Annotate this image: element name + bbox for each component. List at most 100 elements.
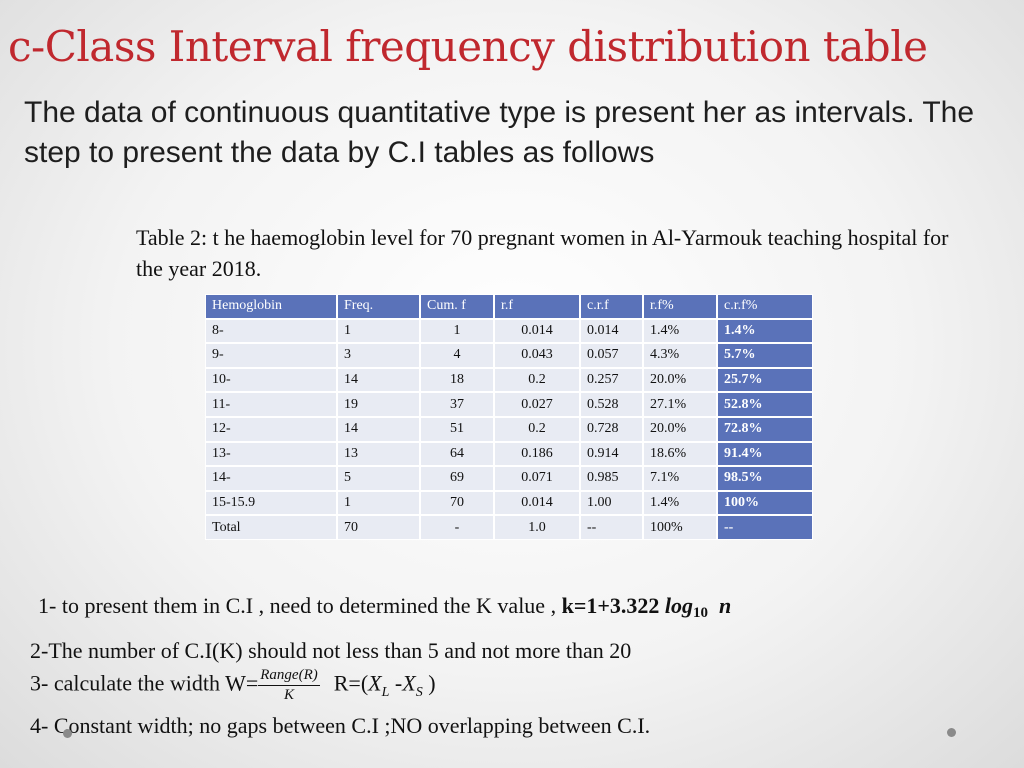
header-crf: c.r.f bbox=[580, 294, 643, 319]
table-cell: 4.3% bbox=[643, 343, 717, 368]
step-1-text: 1- to present them in C.I , need to dete… bbox=[38, 593, 562, 618]
table-cell: 0.985 bbox=[580, 466, 643, 491]
table-cell: 0.2 bbox=[494, 416, 580, 442]
table-cell: 14- bbox=[205, 466, 337, 491]
table-cell: 98.5% bbox=[717, 466, 813, 491]
table-cell: 0.528 bbox=[580, 392, 643, 417]
table-cell: 0.186 bbox=[494, 441, 580, 467]
table-cell: 0.2 bbox=[494, 367, 580, 393]
table-cell: 100% bbox=[717, 490, 813, 516]
table-cell: 51 bbox=[420, 416, 494, 442]
table-cell: 0.057 bbox=[580, 343, 643, 368]
table-cell: 0.043 bbox=[494, 343, 580, 368]
table-cell: 14 bbox=[337, 416, 420, 442]
range-close: ) bbox=[422, 670, 436, 696]
table-cell: 0.014 bbox=[494, 490, 580, 516]
table-cell: 11- bbox=[205, 392, 337, 417]
table-cell: Total bbox=[205, 515, 337, 540]
header-hemoglobin: Hemoglobin bbox=[205, 294, 337, 319]
slide-title: c-Class Interval frequency distribution … bbox=[8, 22, 928, 71]
header-rf: r.f bbox=[494, 294, 580, 319]
table-cell: 3 bbox=[337, 343, 420, 368]
table-cell: 64 bbox=[420, 441, 494, 467]
header-crf-percent: c.r.f% bbox=[717, 294, 813, 319]
table-cell: 18 bbox=[420, 367, 494, 393]
header-cum-f: Cum. f bbox=[420, 294, 494, 319]
table-caption: Table 2: t he haemoglobin level for 70 p… bbox=[136, 225, 949, 281]
step-1: 1- to present them in C.I , need to dete… bbox=[38, 593, 732, 621]
table-cell: 15-15.9 bbox=[205, 490, 337, 516]
table-row: 13- 13 64 0.186 0.914 18.6% 91.4% bbox=[205, 441, 813, 467]
x-small: X bbox=[402, 670, 416, 696]
table-row: 12- 14 51 0.2 0.728 20.0% 72.8% bbox=[205, 416, 813, 442]
table-row: 14- 5 69 0.071 0.985 7.1% 98.5% bbox=[205, 466, 813, 491]
sub-s: S bbox=[415, 684, 423, 700]
table-cell: 0.728 bbox=[580, 416, 643, 442]
table-cell: 9- bbox=[205, 343, 337, 368]
table-cell: 70 bbox=[420, 490, 494, 516]
header-freq: Freq. bbox=[337, 294, 420, 319]
range-minus: - bbox=[389, 670, 403, 696]
table-cell: 13- bbox=[205, 441, 337, 467]
table-row: 8- 1 1 0.014 0.014 1.4% 1.4% bbox=[205, 318, 813, 344]
table-cell: 1 bbox=[337, 318, 420, 344]
decorative-dot-left bbox=[63, 729, 72, 738]
step-3: 3- calculate the width W= Range(R) K R=(XL … bbox=[30, 666, 436, 705]
table-cell: 20.0% bbox=[643, 367, 717, 393]
table-cell: 0.071 bbox=[494, 466, 580, 491]
x-large: X bbox=[368, 670, 382, 696]
table-cell: 20.0% bbox=[643, 416, 717, 442]
table-cell: 0.014 bbox=[494, 318, 580, 344]
range-open: R=( bbox=[333, 670, 369, 696]
table-cell: -- bbox=[717, 515, 813, 540]
k-formula: k=1+3.322 bbox=[561, 593, 665, 618]
fraction-numerator: Range(R) bbox=[258, 666, 320, 686]
step-2: 2-The number of C.I(K) should not less t… bbox=[30, 638, 632, 663]
table-cell: 37 bbox=[420, 392, 494, 417]
table-header-row: Hemoglobin Freq. Cum. f r.f c.r.f r.f% c… bbox=[205, 294, 813, 319]
table-cell: 13 bbox=[337, 441, 420, 467]
table-cell: 1.4% bbox=[643, 318, 717, 344]
sub-l: L bbox=[381, 684, 390, 700]
table-cell: 0.914 bbox=[580, 441, 643, 467]
table-cell: 4 bbox=[420, 343, 494, 368]
table-cell: 18.6% bbox=[643, 441, 717, 467]
table-cell: 1.0 bbox=[494, 515, 580, 540]
table-cell: 8- bbox=[205, 318, 337, 344]
table-cell: 5.7% bbox=[717, 343, 813, 368]
step-3-text: 3- calculate the width W= bbox=[30, 670, 259, 696]
table-cell: - bbox=[420, 515, 494, 540]
table-cell: 70 bbox=[337, 515, 420, 540]
table-row: 9- 3 4 0.043 0.057 4.3% 5.7% bbox=[205, 343, 813, 368]
table-cell: 1 bbox=[337, 490, 420, 516]
table-row: 15-15.9 1 70 0.014 1.00 1.4% 100% bbox=[205, 490, 813, 516]
table-cell: 27.1% bbox=[643, 392, 717, 417]
intro-paragraph: The data of continuous quantitative type… bbox=[24, 96, 975, 169]
log-symbol: log bbox=[664, 593, 694, 618]
table-cell: 72.8% bbox=[717, 416, 813, 442]
table-cell: 12- bbox=[205, 416, 337, 442]
n-symbol: n bbox=[719, 593, 732, 618]
hemoglobin-frequency-table: Hemoglobin Freq. Cum. f r.f c.r.f r.f% c… bbox=[205, 294, 813, 540]
table-cell: 52.8% bbox=[717, 392, 813, 417]
table-cell: 100% bbox=[643, 515, 717, 540]
table-cell: 1.4% bbox=[717, 318, 813, 344]
table-cell: -- bbox=[580, 515, 643, 540]
table-cell: 7.1% bbox=[643, 466, 717, 491]
table-row: Total 70-1.0 -- 100% -- bbox=[205, 515, 813, 540]
table-cell: 1.4% bbox=[643, 490, 717, 516]
width-fraction: Range(R) K bbox=[258, 666, 320, 705]
table-row: 10- 14 18 0.2 0.257 20.0% 25.7% bbox=[205, 367, 813, 393]
table-cell: 0.014 bbox=[580, 318, 643, 344]
decorative-dot-right bbox=[947, 728, 956, 737]
log-base: 10 bbox=[693, 605, 709, 621]
table-cell: 1 bbox=[420, 318, 494, 344]
table-cell: 1.00 bbox=[580, 490, 643, 516]
table-cell: 0.257 bbox=[580, 367, 643, 393]
fraction-denominator: K bbox=[283, 687, 294, 703]
table-cell: 0.027 bbox=[494, 392, 580, 417]
table-cell: 14 bbox=[337, 367, 420, 393]
step-4: 4- Constant width; no gaps between C.I ;… bbox=[30, 713, 651, 738]
table-cell: 10- bbox=[205, 367, 337, 393]
table-cell: 25.7% bbox=[717, 367, 813, 393]
